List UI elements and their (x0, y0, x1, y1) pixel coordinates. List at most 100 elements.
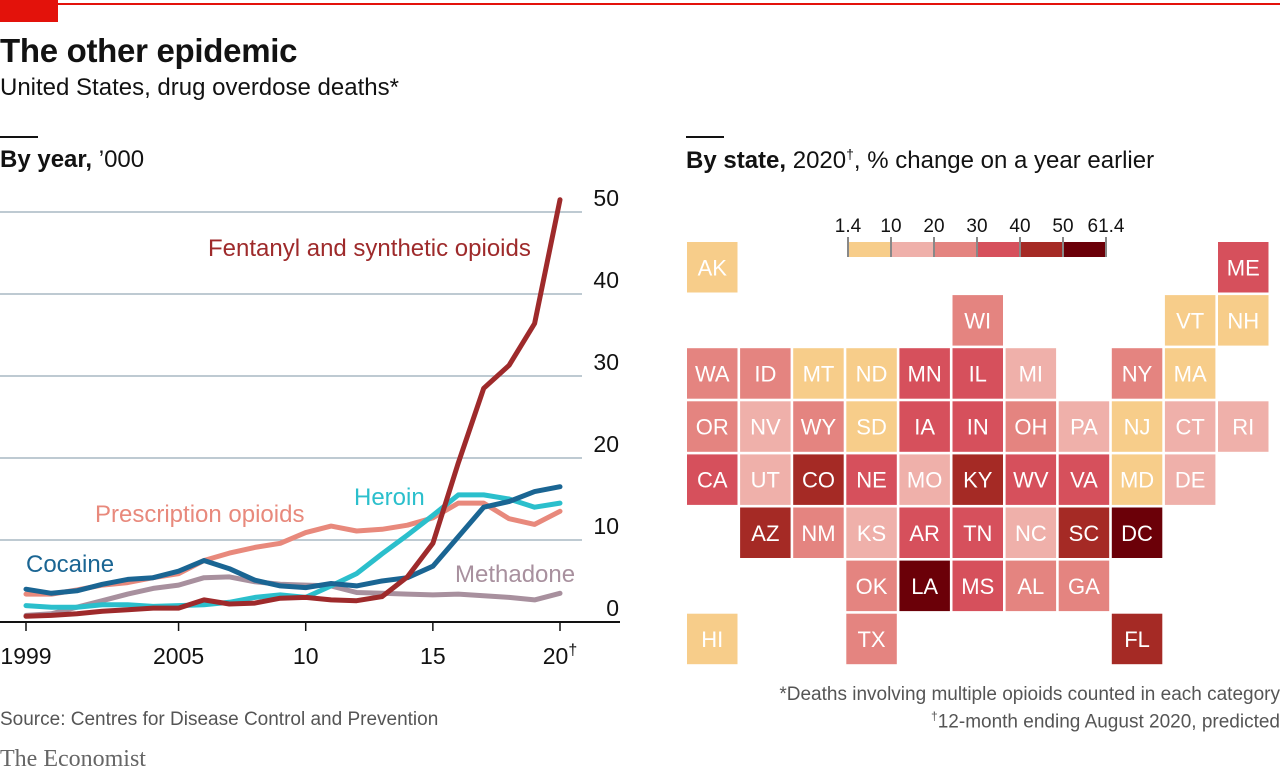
series-label-heroin: Heroin (354, 484, 425, 511)
state-label-al: AL (1017, 574, 1044, 599)
right-heading-year: 2020 (786, 147, 847, 174)
state-label-id: ID (754, 361, 776, 386)
state-tile-pa (1058, 401, 1110, 452)
state-tile-dc (1111, 507, 1163, 558)
state-tile-nm (793, 507, 844, 558)
state-label-wv: WV (1013, 468, 1049, 493)
state-tile-sd (846, 401, 897, 452)
state-tile-ok (846, 560, 897, 612)
state-tile-az (740, 507, 791, 558)
state-label-mt: MT (803, 361, 835, 386)
state-label-mo: MO (907, 468, 942, 493)
state-tile-hi (687, 613, 738, 665)
state-tile-ut (740, 454, 791, 505)
state-tile-mt (793, 348, 844, 399)
y-tick-label: 10 (593, 513, 619, 539)
state-label-wi: WI (964, 308, 991, 333)
series-label-prescription: Prescription opioids (95, 501, 304, 528)
state-tile-mi (1005, 348, 1057, 399)
x-tick-label: 10 (293, 643, 319, 669)
left-heading-bold: By year, (0, 146, 93, 173)
state-label-mi: MI (1019, 361, 1043, 386)
state-tile-ca (687, 454, 738, 505)
state-label-tx: TX (857, 627, 885, 652)
state-tile-de (1164, 454, 1216, 505)
state-tile-in (952, 401, 1003, 452)
state-label-or: OR (696, 415, 729, 440)
state-tile-wi (952, 295, 1003, 346)
state-label-ga: GA (1068, 574, 1100, 599)
state-tile-or (687, 401, 738, 452)
y-tick-label: 20 (593, 431, 619, 457)
state-tile-md (1111, 454, 1163, 505)
state-label-ri: RI (1232, 415, 1254, 440)
left-panel-rule (0, 136, 38, 138)
state-tile-co (793, 454, 844, 505)
footnote-period: †12-month ending August 2020, predicted (931, 709, 1280, 733)
state-label-nh: NH (1227, 308, 1259, 333)
right-panel-rule (686, 136, 724, 138)
state-label-nj: NJ (1124, 415, 1151, 440)
right-heading-dagger: † (846, 146, 854, 162)
state-tile-oh (1005, 401, 1057, 452)
state-label-md: MD (1120, 468, 1154, 493)
state-tile-il (952, 348, 1003, 399)
state-label-hi: HI (701, 627, 723, 652)
legend-swatch (978, 242, 1019, 257)
state-label-ok: OK (856, 574, 888, 599)
chart-subtitle: United States, drug overdose deaths* (0, 74, 399, 101)
state-tile-fl (1111, 613, 1163, 665)
state-label-sc: SC (1069, 521, 1100, 546)
state-tile-nj (1111, 401, 1163, 452)
series-label-cocaine: Cocaine (26, 551, 114, 578)
y-tick-label: 30 (593, 349, 619, 375)
state-tile-ne (846, 454, 897, 505)
state-tile-vt (1164, 295, 1216, 346)
legend-tick-label: 10 (880, 216, 901, 237)
state-label-ar: AR (909, 521, 940, 546)
legend-tick-label: 1.4 (835, 216, 862, 237)
state-tile-wy (793, 401, 844, 452)
state-label-de: DE (1175, 468, 1206, 493)
state-tile-wv (1005, 454, 1057, 505)
state-tile-me (1218, 242, 1269, 293)
state-label-ks: KS (857, 521, 886, 546)
state-label-il: IL (969, 361, 987, 386)
state-label-dc: DC (1121, 521, 1153, 546)
legend-swatch (935, 242, 976, 257)
state-tile-va (1058, 454, 1110, 505)
x-tick-label: 15 (420, 643, 446, 669)
state-tile-mo (899, 454, 950, 505)
state-tile-nc (1005, 507, 1057, 558)
state-label-nv: NV (750, 415, 781, 440)
state-label-ma: MA (1174, 361, 1207, 386)
state-label-wa: WA (695, 361, 730, 386)
x-tick-label: 2005 (153, 643, 204, 669)
footnote-multiple-opioids: *Deaths involving multiple opioids count… (779, 684, 1280, 705)
state-label-wy: WY (801, 415, 837, 440)
legend-swatch (1064, 242, 1105, 257)
state-tile-nd (846, 348, 897, 399)
state-label-sd: SD (856, 415, 887, 440)
x-tick-label: 1999 (0, 643, 51, 669)
state-tile-ia (899, 401, 950, 452)
series-line-fentanyl (23, 197, 563, 619)
brand-logo: The Economist (0, 746, 146, 772)
left-heading-unit: ’000 (92, 146, 145, 173)
state-label-va: VA (1070, 468, 1098, 493)
top-accent-line (0, 3, 1280, 5)
legend-tick-label: 20 (923, 216, 944, 237)
footnote-dagger: † (931, 709, 938, 723)
state-tile-la (899, 560, 950, 612)
state-label-nm: NM (801, 521, 835, 546)
state-tile-ar (899, 507, 950, 558)
chart-title: The other epidemic (0, 32, 298, 69)
state-label-vt: VT (1176, 308, 1204, 333)
legend-tick-label: 61.4 (1088, 216, 1125, 237)
state-tile-ky (952, 454, 1003, 505)
state-tile-ga (1058, 560, 1110, 612)
state-label-oh: OH (1014, 415, 1047, 440)
right-heading-rest: , % change on a year earlier (853, 147, 1155, 174)
state-label-ut: UT (751, 468, 780, 493)
state-label-nd: ND (856, 361, 888, 386)
